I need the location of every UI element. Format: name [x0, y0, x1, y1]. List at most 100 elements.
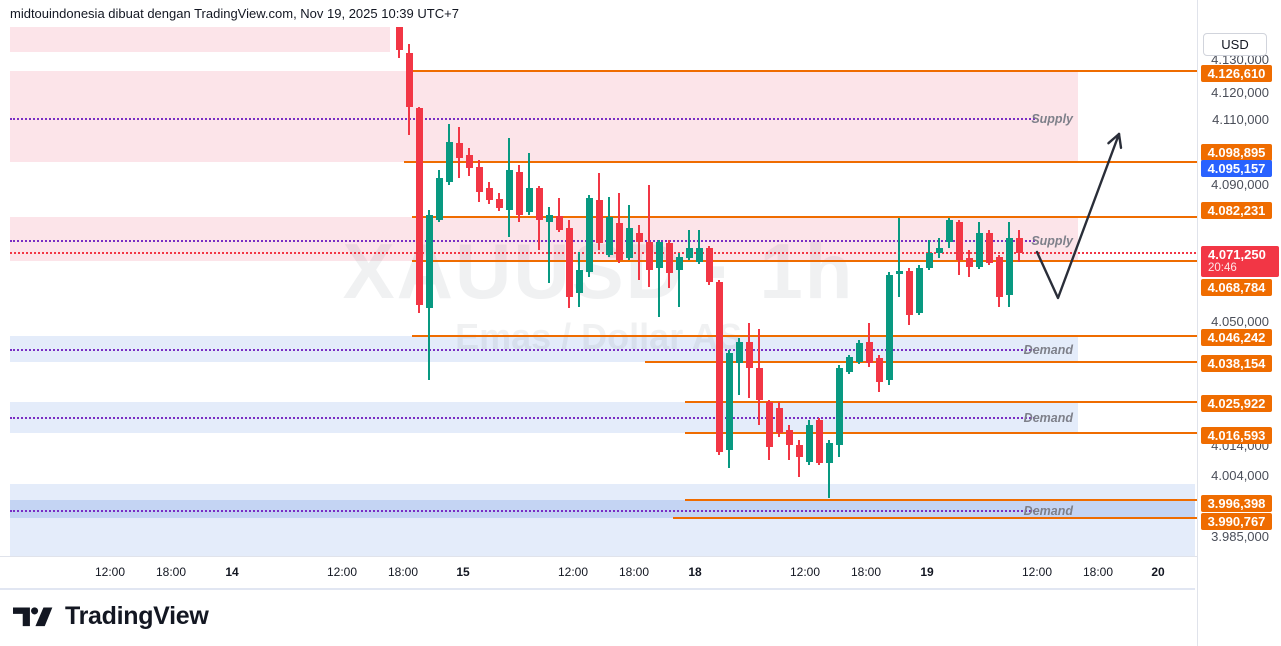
price-level-line[interactable] [412, 216, 1197, 219]
candle-wick[interactable] [558, 197, 560, 233]
zone-midline[interactable] [10, 417, 1035, 419]
candle[interactable] [805, 424, 813, 463]
candle[interactable] [485, 188, 493, 200]
candle[interactable] [855, 343, 863, 363]
candle[interactable] [465, 154, 473, 168]
candle[interactable] [945, 219, 953, 242]
candle[interactable] [565, 227, 573, 297]
candle[interactable] [985, 233, 993, 264]
candle[interactable] [795, 444, 803, 458]
candle[interactable] [975, 233, 983, 267]
candle[interactable] [1015, 238, 1023, 254]
price-level-line[interactable] [412, 70, 1197, 73]
price-level-line[interactable] [685, 401, 1197, 404]
candle[interactable] [915, 268, 923, 314]
current-price-line[interactable] [10, 252, 1197, 255]
price-level-label[interactable]: 4.016,593 [1201, 426, 1272, 444]
time-axis[interactable]: 12:00 18:00 14 12:00 18:00 15 12:00 18:00 18 12:0… [0, 556, 1197, 591]
demand-zone[interactable] [10, 484, 1195, 556]
candle[interactable] [645, 242, 653, 270]
candle[interactable] [625, 227, 633, 259]
candle[interactable] [735, 342, 743, 364]
price-level-line[interactable] [645, 361, 1197, 364]
candle[interactable] [995, 257, 1003, 297]
zone-label[interactable]: Supply [1031, 234, 1073, 249]
candle[interactable] [435, 177, 443, 220]
price-axis[interactable]: USD 4.130,000 4.120,000 4.110,000 4.090,000… [1197, 0, 1281, 646]
candle[interactable] [1005, 238, 1013, 295]
price-level-label[interactable]: 4.068,784 [1201, 278, 1272, 296]
price-level-label[interactable]: 4.082,231 [1201, 201, 1272, 219]
price-level-line[interactable] [685, 432, 1197, 435]
candle-wick[interactable] [638, 224, 640, 280]
candle-wick[interactable] [828, 440, 830, 498]
candle[interactable] [605, 217, 613, 255]
candle[interactable] [905, 270, 913, 316]
candle[interactable] [505, 169, 513, 211]
candle[interactable] [725, 352, 733, 450]
candle[interactable] [875, 358, 883, 383]
candle[interactable] [825, 443, 833, 464]
candle[interactable] [655, 242, 663, 268]
price-level-label[interactable]: 4.046,242 [1201, 328, 1272, 346]
candle-wick[interactable] [678, 252, 680, 308]
supply-zone[interactable] [10, 71, 1078, 163]
candle[interactable] [535, 188, 543, 220]
candle[interactable] [615, 222, 623, 261]
candle[interactable] [715, 282, 723, 452]
candle[interactable] [425, 215, 433, 309]
price-level-label[interactable]: 4.038,154 [1201, 354, 1272, 372]
candle[interactable] [785, 429, 793, 445]
price-level-line[interactable] [412, 260, 1197, 263]
candle[interactable] [675, 257, 683, 270]
candle[interactable] [395, 19, 403, 50]
candle[interactable] [745, 342, 753, 368]
zone-label[interactable]: Demand [1023, 411, 1073, 425]
price-level-label[interactable]: 4.025,922 [1201, 394, 1272, 412]
candle-wick[interactable] [798, 440, 800, 477]
candle[interactable] [635, 233, 643, 242]
candle[interactable] [925, 252, 933, 268]
candle[interactable] [935, 247, 943, 253]
candle[interactable] [755, 368, 763, 400]
candle[interactable] [705, 247, 713, 283]
candle[interactable] [965, 258, 973, 267]
alert-price-label[interactable]: 4.095,157 [1201, 159, 1272, 177]
candle[interactable] [525, 188, 533, 213]
candle[interactable] [445, 142, 453, 183]
tradingview-logo[interactable]: TradingView [13, 599, 209, 633]
zone-midline[interactable] [10, 117, 1035, 120]
price-level-line[interactable] [685, 498, 1197, 501]
zone-midline[interactable] [10, 348, 1035, 351]
candle[interactable] [415, 108, 423, 305]
candle-wick[interactable] [548, 207, 550, 284]
candle[interactable] [765, 401, 773, 447]
candle[interactable] [845, 357, 853, 372]
candle[interactable] [545, 215, 553, 222]
candle-wick[interactable] [648, 185, 650, 288]
candle[interactable] [495, 198, 503, 209]
zone-label[interactable]: Demand [1023, 342, 1073, 357]
chart-plot-area[interactable]: XAUUSD · 1h Emas / Dollar AS SupplySuppl… [0, 0, 1197, 556]
candle-wick[interactable] [688, 229, 690, 261]
price-level-line[interactable] [404, 161, 1197, 164]
candle[interactable] [405, 52, 413, 108]
candle[interactable] [665, 243, 673, 273]
candle-wick[interactable] [528, 152, 530, 216]
candle[interactable] [865, 342, 873, 364]
candle[interactable] [775, 408, 783, 434]
candle[interactable] [595, 199, 603, 243]
price-level-label[interactable]: 3.990,767 [1201, 512, 1272, 530]
candle[interactable] [815, 419, 823, 464]
price-level-label[interactable]: 3.996,398 [1201, 494, 1272, 512]
price-level-label[interactable]: 4.126,610 [1201, 64, 1272, 82]
candle-wick[interactable] [898, 218, 900, 297]
price-level-line[interactable] [412, 334, 1197, 337]
candle-wick[interactable] [698, 229, 700, 265]
zone-midline[interactable] [10, 510, 1035, 513]
candle[interactable] [515, 171, 523, 216]
candle[interactable] [685, 247, 693, 259]
candle[interactable] [475, 167, 483, 192]
candle-wick[interactable] [658, 240, 660, 317]
candle-wick[interactable] [738, 338, 740, 395]
